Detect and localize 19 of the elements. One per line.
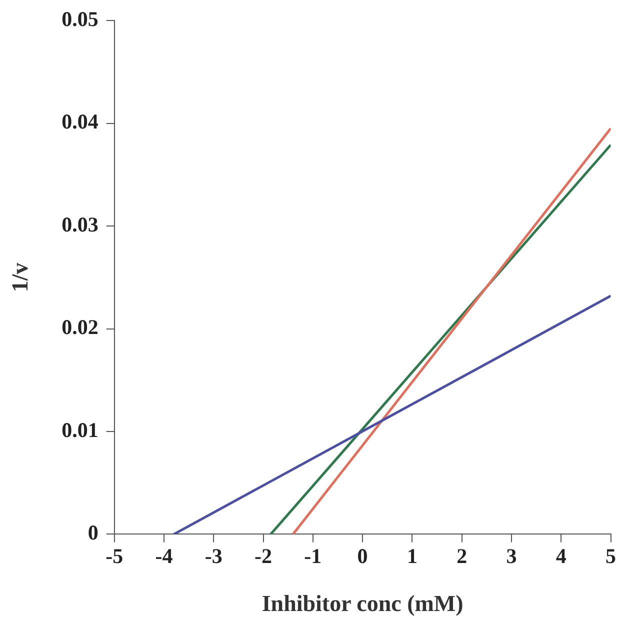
y-tick-label: 0.03 [62,212,98,236]
x-tick-label: -2 [254,544,272,568]
y-tick-label: 0.01 [62,418,98,442]
x-tick-label: -4 [155,544,174,568]
x-tick-label: 3 [506,544,517,568]
y-tick-label: 0.04 [62,110,99,134]
y-axis-title: 1/v [8,262,33,292]
y-tick-label: 0 [88,520,98,545]
x-tick-label: -3 [204,544,222,568]
x-tick-label: 0 [357,544,368,568]
x-tick-label: 1 [406,544,418,568]
x-axis-title: Inhibitor conc (mM) [262,591,464,616]
x-tick-label: -1 [304,544,322,568]
y-tick-label: 0.02 [62,315,98,340]
x-tick-label: 2 [456,544,468,568]
y-tick-label: 0.05 [62,7,98,32]
x-tick-label: 5 [606,544,616,568]
x-tick-label: 4 [556,544,567,568]
x-tick-label: -5 [106,544,124,568]
